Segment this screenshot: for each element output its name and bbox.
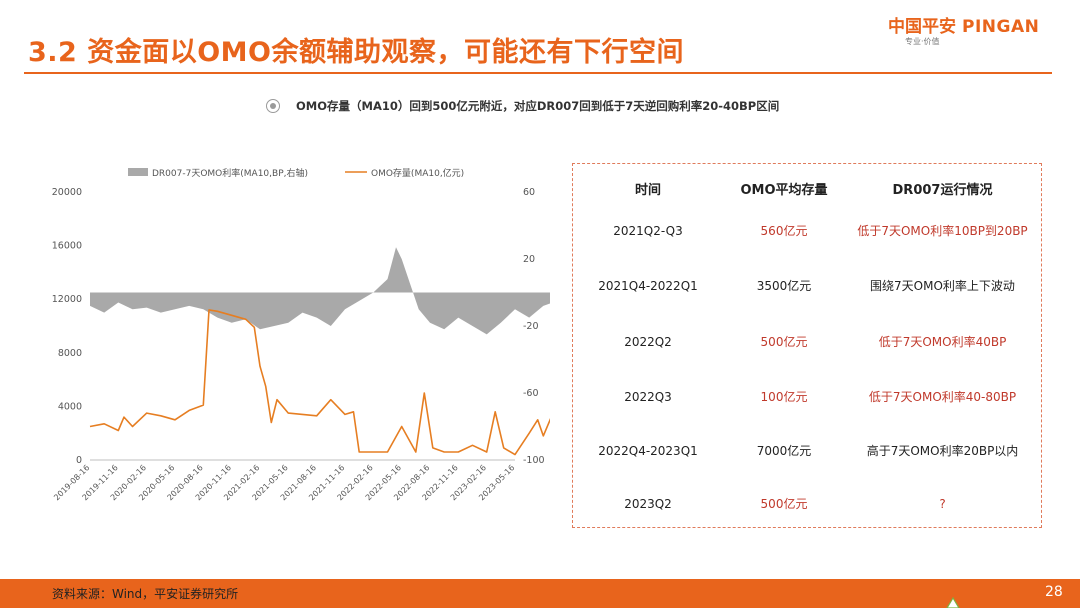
logo-tagline: 专业·价值 bbox=[905, 37, 940, 46]
header-stock: OMO平均存量 bbox=[740, 183, 828, 199]
cell-dr007: 低于7天OMO利率10BP到20BP bbox=[857, 223, 1028, 238]
cell-period: 2022Q2 bbox=[624, 334, 672, 349]
cell-dr007: 围绕7天OMO利率上下波动 bbox=[870, 278, 1015, 293]
cell-stock: 3500亿元 bbox=[756, 278, 812, 293]
right-axis-tick: -20 bbox=[523, 321, 539, 332]
header-period: 时间 bbox=[634, 183, 661, 199]
source-note: 资料来源：Wind，平安证券研究所 bbox=[52, 587, 239, 601]
radio-bullet-icon bbox=[266, 99, 280, 113]
left-axis-tick: 20000 bbox=[52, 187, 82, 198]
logo-chinese: 中国平安 bbox=[888, 17, 956, 37]
right-axis-tick: 60 bbox=[523, 187, 535, 198]
left-axis-tick: 16000 bbox=[52, 241, 82, 252]
corner-emblem-icon bbox=[946, 596, 960, 608]
cell-dr007: 高于7天OMO利率20BP以内 bbox=[866, 443, 1019, 458]
cell-dr007: 低于7天OMO利率40-80BP bbox=[868, 389, 1017, 404]
page-title: 3.2 资金面以OMO余额辅助观察，可能还有下行空间 bbox=[28, 37, 685, 68]
right-axis-tick: -60 bbox=[523, 388, 539, 399]
page-number: 28 bbox=[1045, 584, 1063, 600]
chart-subtitle-row: OMO存量（MA10）回到500亿元附近，对应DR007回到低于7天逆回购利率2… bbox=[266, 97, 779, 115]
legend-label-spread: DR007-7天OMO利率(MA10,BP,右轴) bbox=[152, 167, 308, 179]
cell-dr007: ? bbox=[939, 496, 946, 511]
right-axis-tick: -100 bbox=[523, 455, 545, 466]
cell-period: 2021Q2-Q3 bbox=[613, 223, 683, 238]
cell-stock: 560亿元 bbox=[760, 223, 808, 238]
cell-period: 2022Q3 bbox=[624, 389, 672, 404]
cell-stock: 7000亿元 bbox=[756, 443, 812, 458]
cell-period: 2022Q4-2023Q1 bbox=[598, 443, 698, 458]
brand-logo: 中国平安 PINGAN bbox=[888, 12, 1039, 37]
logo-english: PINGAN bbox=[962, 17, 1040, 37]
left-axis-tick: 8000 bbox=[58, 348, 82, 359]
table-row: 2021Q4-2022Q1 3500亿元 围绕7天OMO利率上下波动 bbox=[573, 259, 1041, 313]
cell-stock: 500亿元 bbox=[760, 496, 808, 511]
table-row: 2021Q2-Q3 560亿元 低于7天OMO利率10BP到20BP bbox=[573, 204, 1041, 258]
legend-label-omo: OMO存量(MA10,亿元) bbox=[371, 167, 464, 179]
chart-subtitle: OMO存量（MA10）回到500亿元附近，对应DR007回到低于7天逆回购利率2… bbox=[296, 99, 780, 113]
footer-bar bbox=[0, 579, 1080, 608]
cell-stock: 500亿元 bbox=[760, 334, 808, 349]
table-header-row: 时间 OMO平均存量 DR007运行情况 bbox=[573, 164, 1041, 218]
cell-stock: 100亿元 bbox=[760, 389, 808, 404]
omo-dr007-chart: DR007-7天OMO利率(MA10,BP,右轴) OMO存量(MA10,亿元) 0… bbox=[52, 167, 550, 502]
omo-stock-line bbox=[89, 309, 550, 456]
table-row: 2022Q3 100亿元 低于7天OMO利率40-80BP bbox=[573, 370, 1041, 424]
table-row: 2022Q4-2023Q1 7000亿元 高于7天OMO利率20BP以内 bbox=[573, 424, 1041, 478]
right-axis-tick: 20 bbox=[523, 254, 535, 265]
table-row: 2022Q2 500亿元 低于7天OMO利率40BP bbox=[573, 315, 1041, 369]
omo-summary-table: 时间 OMO平均存量 DR007运行情况 2021Q2-Q3 560亿元 低于7… bbox=[572, 163, 1042, 528]
cell-period: 2021Q4-2022Q1 bbox=[598, 278, 698, 293]
table-row: 2023Q2 500亿元 ? bbox=[573, 477, 1041, 531]
cell-dr007: 低于7天OMO利率40BP bbox=[878, 334, 1007, 349]
left-axis-tick: 0 bbox=[76, 455, 82, 466]
spread-area-series bbox=[90, 247, 550, 335]
cell-period: 2023Q2 bbox=[624, 496, 672, 511]
legend-swatch-spread bbox=[128, 168, 148, 176]
left-axis-tick: 4000 bbox=[58, 401, 82, 412]
left-axis-tick: 12000 bbox=[52, 294, 82, 305]
header-dr007: DR007运行情况 bbox=[892, 183, 993, 199]
title-divider bbox=[24, 72, 1052, 74]
